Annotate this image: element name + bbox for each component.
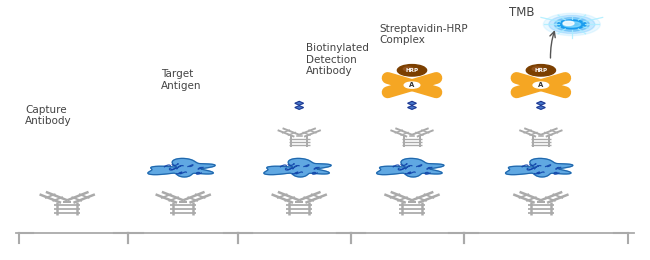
Polygon shape — [376, 158, 444, 177]
Circle shape — [549, 15, 595, 34]
Ellipse shape — [558, 20, 586, 29]
Circle shape — [403, 67, 413, 71]
Polygon shape — [537, 101, 545, 105]
Circle shape — [532, 67, 542, 71]
Text: A: A — [410, 82, 415, 88]
Circle shape — [404, 82, 420, 88]
Ellipse shape — [563, 22, 580, 27]
Polygon shape — [408, 101, 416, 105]
Text: Target
Antigen: Target Antigen — [161, 69, 201, 91]
Text: Capture
Antibody: Capture Antibody — [25, 105, 72, 126]
Circle shape — [554, 17, 590, 31]
Polygon shape — [295, 106, 304, 109]
Text: TMB: TMB — [509, 6, 534, 19]
Polygon shape — [506, 158, 573, 177]
Text: HRP: HRP — [534, 68, 547, 73]
Polygon shape — [537, 106, 545, 109]
Polygon shape — [264, 158, 331, 177]
Text: HRP: HRP — [406, 68, 419, 73]
Circle shape — [563, 21, 574, 25]
Text: A: A — [538, 82, 543, 88]
Polygon shape — [408, 106, 416, 109]
Polygon shape — [295, 101, 304, 105]
Circle shape — [533, 82, 549, 88]
Circle shape — [543, 13, 601, 36]
Text: Biotinylated
Detection
Antibody: Biotinylated Detection Antibody — [306, 43, 369, 76]
Circle shape — [526, 64, 556, 76]
Polygon shape — [148, 158, 215, 177]
Text: Streptavidin-HRP
Complex: Streptavidin-HRP Complex — [380, 24, 469, 45]
Circle shape — [397, 64, 426, 76]
